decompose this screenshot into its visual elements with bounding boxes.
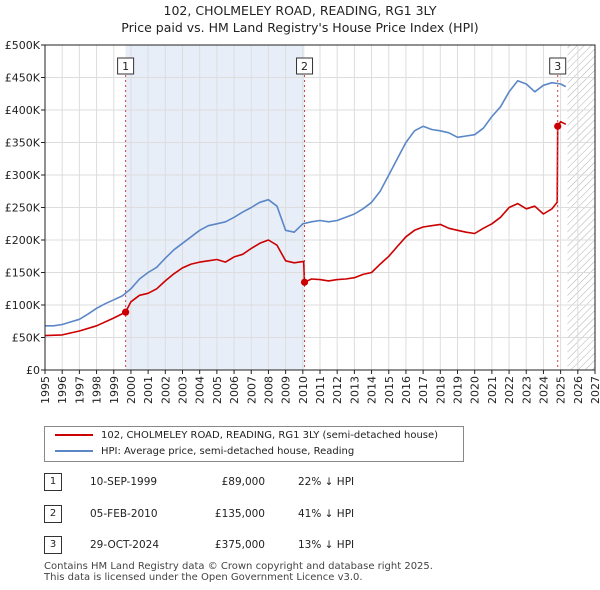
sale-markers: 1 2 3 — [117, 57, 567, 316]
y-tick-label: £100K — [5, 299, 41, 312]
x-tick-label: 2020 — [469, 376, 482, 404]
legend-swatch-hpi — [55, 450, 93, 452]
sale-row: 1 10-SEP-1999 £89,000 22% ↓ HPI — [44, 473, 544, 491]
sale-date: 05-FEB-2010 — [90, 508, 158, 520]
legend-item-price: 102, CHOLMELEY ROAD, READING, RG1 3LY (s… — [55, 428, 438, 443]
legend-label-hpi: HPI: Average price, semi-detached house,… — [101, 446, 355, 457]
x-tick-label: 2001 — [142, 376, 155, 404]
sale-marker-label: 3 — [554, 60, 561, 73]
x-tick-label: 2018 — [434, 376, 447, 404]
x-tick-label: 2025 — [555, 376, 568, 404]
sale-row: 3 29-OCT-2024 £375,000 13% ↓ HPI — [44, 536, 544, 554]
sale-hpi-diff: 13% ↓ HPI — [298, 539, 355, 551]
legend-label-price: 102, CHOLMELEY ROAD, READING, RG1 3LY (s… — [101, 430, 439, 441]
legend-swatch-price — [55, 434, 93, 436]
x-tick-label: 2006 — [228, 376, 241, 404]
sale-marker-label: 2 — [301, 60, 308, 73]
x-tick-label: 1996 — [56, 376, 69, 404]
title-line-1: 102, CHOLMELEY ROAD, READING, RG1 3LY — [163, 3, 437, 18]
y-tick-label: £250K — [5, 202, 41, 215]
sale-vlines — [125, 75, 559, 370]
sale-point — [554, 122, 562, 130]
title-line-2: Price paid vs. HM Land Registry's House … — [121, 20, 479, 35]
x-tick-label: 2022 — [503, 376, 516, 404]
price-paid-line — [45, 120, 567, 337]
x-tick-label: 1997 — [73, 376, 86, 404]
sale-marker-box — [549, 57, 567, 75]
x-tick-label: 2008 — [262, 376, 275, 404]
footer-licence: This data is licensed under the Open Gov… — [44, 572, 363, 583]
sale-point — [122, 308, 130, 316]
y-tick-label: £200K — [5, 234, 41, 247]
x-tick-label: 2026 — [572, 376, 585, 404]
hpi-line — [45, 80, 567, 327]
sale-date: 10-SEP-1999 — [90, 476, 158, 488]
sale-marker-badge: 1 — [44, 473, 62, 491]
series-layer — [45, 80, 567, 337]
x-tick-label: 2014 — [366, 376, 379, 404]
sale-row: 2 05-FEB-2010 £135,000 41% ↓ HPI — [44, 505, 544, 523]
sale-marker-label: 1 — [122, 60, 129, 73]
axes: £0 £50K £100K £150K £200K £250K £300K £350K £400… — [5, 39, 600, 404]
legend-item-hpi: HPI: Average price, semi-detached house,… — [55, 444, 354, 459]
footer-copyright: Contains HM Land Registry data © Crown c… — [44, 561, 433, 572]
y-tick-label: £50K — [12, 332, 41, 345]
x-tick-label: 2015 — [383, 376, 396, 404]
x-tick-label: 2013 — [348, 376, 361, 404]
footer: Contains HM Land Registry data © Crown c… — [44, 561, 433, 583]
sale-hpi-diff: 41% ↓ HPI — [298, 508, 355, 520]
sale-price: £89,000 — [221, 476, 265, 488]
x-tick-label: 2002 — [159, 376, 172, 404]
x-tick-label: 2007 — [245, 376, 258, 404]
x-tick-label: 2004 — [194, 376, 207, 404]
x-tick-label: 2024 — [537, 376, 550, 404]
legend: 102, CHOLMELEY ROAD, READING, RG1 3LY (s… — [44, 426, 464, 462]
x-tick-label: 1995 — [39, 376, 52, 404]
y-tick-label: £0 — [26, 364, 40, 377]
sale-marker-badge: 2 — [44, 505, 62, 523]
sale-marker-box — [117, 57, 135, 75]
x-tick-label: 2012 — [331, 376, 344, 404]
x-tick-label: 2023 — [520, 376, 533, 404]
chart-title: 102, CHOLMELEY ROAD, READING, RG1 3LY Pr… — [0, 2, 600, 36]
y-tick-label: £500K — [5, 39, 41, 52]
y-tick-label: £400K — [5, 104, 41, 117]
x-tick-label: 2010 — [297, 376, 310, 404]
x-tick-label: 2003 — [177, 376, 190, 404]
x-tick-label: 2005 — [211, 376, 224, 404]
x-tick-label: 1999 — [108, 376, 121, 404]
y-tick-label: £300K — [5, 169, 41, 182]
y-tick-label: £350K — [5, 137, 41, 150]
sale-hpi-diff: 22% ↓ HPI — [298, 476, 355, 488]
y-tick-label: £450K — [5, 72, 41, 85]
x-tick-label: 2027 — [589, 376, 600, 404]
gridlines — [44, 44, 596, 371]
x-tick-label: 2000 — [125, 376, 138, 404]
sale-marker-badge: 3 — [44, 536, 62, 554]
sale-price: £135,000 — [214, 508, 265, 520]
x-tick-label: 2016 — [400, 376, 413, 404]
x-tick-label: 2011 — [314, 376, 327, 404]
y-tick-label: £150K — [5, 267, 41, 280]
sale-price: £375,000 — [214, 539, 265, 551]
price-chart: 1 2 3 £0 £50K £100K £150K £200K £250K £300K £350K… — [5, 39, 600, 404]
x-tick-label: 2017 — [417, 376, 430, 404]
sale-date: 29-OCT-2024 — [90, 539, 159, 551]
x-tick-label: 2021 — [486, 376, 499, 404]
x-tick-label: 1998 — [91, 376, 104, 404]
x-tick-label: 2019 — [452, 376, 465, 404]
x-tick-label: 2009 — [280, 376, 293, 404]
sale-point — [300, 278, 309, 286]
sale-marker-box — [296, 57, 314, 75]
